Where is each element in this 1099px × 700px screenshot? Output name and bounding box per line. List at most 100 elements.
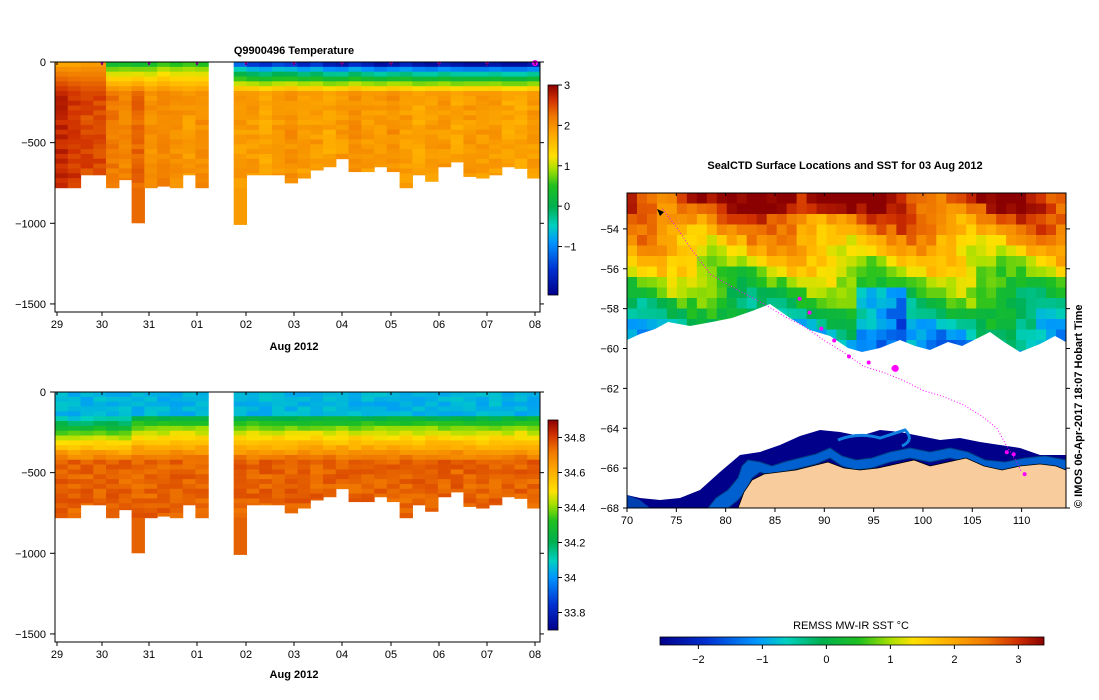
sst-cell — [846, 319, 857, 330]
temperature-cell — [297, 144, 311, 150]
temperature-cell — [55, 100, 69, 106]
temperature-cell — [182, 139, 196, 145]
salinity-cell — [93, 498, 107, 504]
sst-cell — [726, 256, 738, 267]
salinity-cell — [297, 503, 311, 509]
salinity-cell — [412, 411, 426, 417]
salinity-cell — [144, 401, 158, 407]
salinity-cell — [246, 392, 260, 398]
salinity-cell — [284, 392, 299, 398]
temperature-cell — [310, 62, 324, 68]
sst-cell — [966, 298, 977, 309]
sst-cell — [696, 224, 708, 236]
temperature-cell — [361, 120, 375, 126]
salinity-cell — [450, 469, 465, 475]
sst-cell — [846, 287, 857, 299]
sst-cell — [896, 298, 907, 309]
salinity-cell — [131, 503, 145, 509]
salinity-cell — [514, 483, 528, 490]
sst-cell — [686, 308, 698, 320]
sst-cell — [1026, 224, 1037, 236]
sst-cell — [666, 224, 678, 236]
salinity-cell — [374, 450, 388, 456]
temperature-cell — [93, 149, 107, 155]
sst-cell — [1026, 287, 1037, 299]
sst-cell — [776, 266, 788, 278]
salinity-cell — [118, 464, 133, 470]
sst-cell — [1006, 340, 1017, 351]
salinity-cell — [157, 406, 171, 412]
sst-cell — [1046, 256, 1057, 267]
temperature-cell — [259, 173, 273, 176]
sst-cell — [786, 214, 798, 225]
salinity-cell — [297, 435, 311, 441]
salinity-cell — [169, 416, 184, 422]
temperature-cell — [118, 91, 133, 97]
temperature-cell — [259, 134, 273, 140]
salinity-cell — [310, 464, 324, 470]
temperature-cell — [144, 144, 158, 150]
salinity-cell — [80, 498, 94, 504]
temperature-cell — [106, 144, 120, 150]
temperature-cell — [106, 81, 120, 87]
temperature-cell — [361, 144, 375, 150]
salinity-cell — [463, 440, 477, 446]
temperature-cell — [182, 163, 196, 169]
salinity-cell — [514, 435, 528, 441]
sst-cell — [636, 277, 648, 288]
salinity-cell — [361, 459, 375, 465]
temperature-cell — [514, 139, 528, 145]
salinity-cell — [488, 459, 503, 465]
temperature-cell — [361, 149, 375, 155]
sst-map-field — [627, 193, 1066, 508]
salinity-cell — [169, 435, 184, 441]
temperature-cell — [67, 173, 82, 179]
temperature-cell — [476, 124, 490, 131]
temperature-cell — [233, 66, 248, 73]
sst-cell — [1046, 277, 1057, 288]
salinity-cell — [425, 425, 439, 432]
temperature-cell — [259, 91, 273, 97]
sst-cell — [686, 235, 698, 246]
salinity-cell — [80, 483, 94, 490]
temperature-cell — [450, 100, 465, 106]
temperature-cell — [246, 144, 260, 150]
salinity-cell — [323, 406, 337, 412]
salinity-cell — [93, 392, 107, 398]
temperature-cell — [335, 95, 350, 102]
temperature-cell — [374, 129, 388, 135]
temperature-cell — [514, 66, 528, 73]
temperature-cell — [246, 134, 260, 140]
temperature-cell — [374, 149, 388, 155]
sst-cell — [966, 193, 977, 204]
salinity-cell — [335, 440, 350, 446]
sst-cell — [906, 434, 917, 446]
temperature-cell — [131, 187, 145, 224]
salinity-cell — [348, 401, 362, 407]
sst-cell — [736, 256, 748, 267]
salinity-cell — [131, 425, 145, 432]
salinity-cell — [271, 503, 286, 506]
salinity-cell — [93, 416, 107, 422]
temperature-cell — [157, 178, 171, 184]
salinity-cell — [169, 430, 184, 436]
sst-cell — [1026, 203, 1037, 215]
sst-cell — [846, 329, 857, 341]
temperature-cell — [80, 71, 94, 77]
temperature-cell — [182, 173, 196, 176]
temperature-cell — [169, 168, 184, 174]
temperature-cell — [437, 81, 452, 87]
temperature-cell — [144, 158, 158, 165]
sst-cell — [756, 287, 768, 299]
salinity-cell — [527, 401, 540, 407]
salinity-cell — [284, 454, 299, 461]
temperature-cell — [182, 168, 196, 174]
salinity-cell — [399, 425, 413, 432]
temperature-cell — [514, 134, 528, 140]
temperature-cell — [399, 158, 413, 165]
salinity-cell — [310, 450, 324, 456]
salinity-cell — [399, 498, 413, 504]
salinity-cell — [284, 406, 299, 412]
sst-cell — [1016, 319, 1027, 330]
sst-cell — [836, 235, 847, 246]
